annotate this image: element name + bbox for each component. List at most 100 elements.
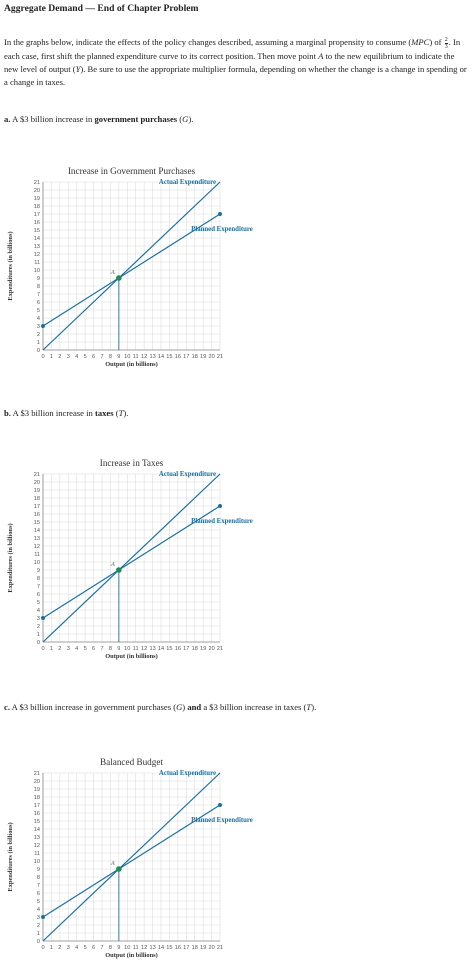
y-tick-label: 14: [34, 528, 40, 534]
mpc-denominator: 3: [444, 43, 448, 50]
y-tick-label: 18: [34, 496, 40, 502]
x-tick-label: 20: [208, 945, 214, 951]
x-tick-label: 14: [158, 945, 164, 951]
y-tick-label: 11: [34, 552, 40, 558]
x-tick-label: 3: [67, 945, 70, 951]
y-tick-label: 18: [34, 795, 40, 801]
y-tick-label: 17: [34, 803, 40, 809]
x-tick-label: 11: [133, 945, 139, 951]
planned-expenditure-start-handle: [41, 915, 45, 919]
y-tick-label: 5: [37, 308, 40, 314]
y-tick-label: 4: [37, 316, 40, 322]
y-tick-label: 2: [37, 624, 40, 630]
x-tick-label: 7: [100, 945, 103, 951]
actual-expenditure-label: Actual Expenditure: [159, 770, 216, 777]
x-tick-label: 14: [158, 646, 164, 652]
x-tick-label: 1: [50, 354, 53, 360]
point-a-label: A: [110, 269, 115, 276]
x-tick-label: 8: [109, 354, 112, 360]
x-tick-label: 21: [217, 646, 223, 652]
intro-text-4: to the new equilibrium to indicate the n…: [4, 50, 455, 74]
y-tick-label: 13: [34, 244, 40, 250]
question-c: c. A $3 billion increase in government p…: [4, 702, 316, 712]
planned-expenditure-line: [42, 505, 221, 619]
y-tick-label: 17: [34, 504, 40, 510]
x-tick-label: 13: [149, 354, 155, 360]
question-a-letter: a.: [4, 114, 11, 124]
point-a-marker: [116, 275, 122, 281]
y-tick-label: 20: [34, 188, 40, 194]
y-tick-label: 10: [34, 268, 40, 274]
x-tick-label: 18: [192, 646, 198, 652]
planned-expenditure-start-handle: [41, 324, 45, 328]
y-tick-label: 8: [37, 875, 40, 881]
y-tick-label: 10: [34, 560, 40, 566]
question-a-end: ).: [188, 114, 194, 124]
x-axis-label: Output (in billions): [105, 952, 158, 959]
y-tick-label: 11: [34, 260, 40, 266]
x-tick-label: 15: [166, 945, 172, 951]
x-tick-label: 2: [58, 354, 61, 360]
x-tick-label: 10: [124, 646, 130, 652]
y-tick-label: 8: [37, 284, 40, 290]
y-tick-label: 9: [37, 568, 40, 574]
actual-expenditure-line: [42, 772, 221, 942]
y-tick-label: 19: [34, 787, 40, 793]
y-tick-label: 3: [37, 915, 40, 921]
x-tick-label: 6: [92, 354, 95, 360]
y-tick-label: 5: [37, 600, 40, 606]
x-tick-label: 20: [208, 646, 214, 652]
x-tick-label: 6: [92, 646, 95, 652]
x-tick-label: 8: [109, 945, 112, 951]
y-tick-label: 21: [34, 180, 40, 186]
x-tick-label: 19: [200, 354, 206, 360]
y-tick-label: 21: [34, 771, 40, 777]
question-a-bold: government purchases: [94, 114, 178, 124]
y-tick-label: 5: [37, 899, 40, 905]
chart-taxes: 0 1 2 3 4 5 6 7 8 9 10 11 12 13 14 15 16 17 18 19 20 21012345…: [7, 458, 253, 660]
y-tick-label: 3: [37, 616, 40, 622]
y-tick-label: 2: [37, 332, 40, 338]
planned-expenditure-label: Planned Expenditure: [191, 226, 253, 233]
y-tick-label: 12: [34, 843, 40, 849]
x-tick-label: 5: [84, 646, 87, 652]
y-tick-label: 7: [37, 584, 40, 590]
y-tick-label: 14: [34, 827, 40, 833]
x-tick-label: 6: [92, 945, 95, 951]
y-tick-label: 17: [34, 212, 40, 218]
y-tick-label: 7: [37, 292, 40, 298]
y-tick-label: 13: [34, 536, 40, 542]
question-b: b. A $3 billion increase in taxes (T).: [4, 408, 128, 418]
y-tick-label: 0: [37, 939, 40, 945]
x-tick-label: 2: [58, 646, 61, 652]
x-tick-label: 17: [183, 354, 189, 360]
question-b-text: A $3 billion increase in: [10, 408, 95, 418]
x-tick-label: 4: [75, 646, 78, 652]
x-tick-label: 5: [84, 945, 87, 951]
planned-expenditure-line: [42, 804, 221, 918]
question-c-text-3: a $3 billion increase in taxes (: [201, 702, 307, 712]
x-tick-label: 15: [166, 354, 172, 360]
actual-expenditure-label: Actual Expenditure: [159, 471, 216, 478]
y-tick-label: 16: [34, 512, 40, 518]
x-tick-label: 21: [217, 354, 223, 360]
x-tick-label: 3: [67, 354, 70, 360]
x-tick-label: 10: [124, 354, 130, 360]
planned-expenditure-start-handle: [41, 616, 45, 620]
x-tick-label: 9: [117, 354, 120, 360]
x-axis-label: Output (in billions): [105, 361, 158, 368]
question-b-paren: (: [113, 408, 119, 418]
y-tick-label: 6: [37, 300, 40, 306]
x-tick-label: 17: [183, 646, 189, 652]
y-tick-label: 1: [37, 340, 40, 346]
y-tick-label: 14: [34, 236, 40, 242]
y-tick-label: 6: [37, 891, 40, 897]
x-tick-label: 16: [175, 646, 181, 652]
chart-title: Increase in Taxes: [100, 458, 164, 468]
intro-text-3: . In each case, first shift the planned …: [4, 37, 461, 61]
gridlines: [42, 772, 221, 942]
planned-expenditure-end-handle: [218, 803, 222, 807]
y-tick-label: 8: [37, 576, 40, 582]
y-tick-label: 16: [34, 220, 40, 226]
